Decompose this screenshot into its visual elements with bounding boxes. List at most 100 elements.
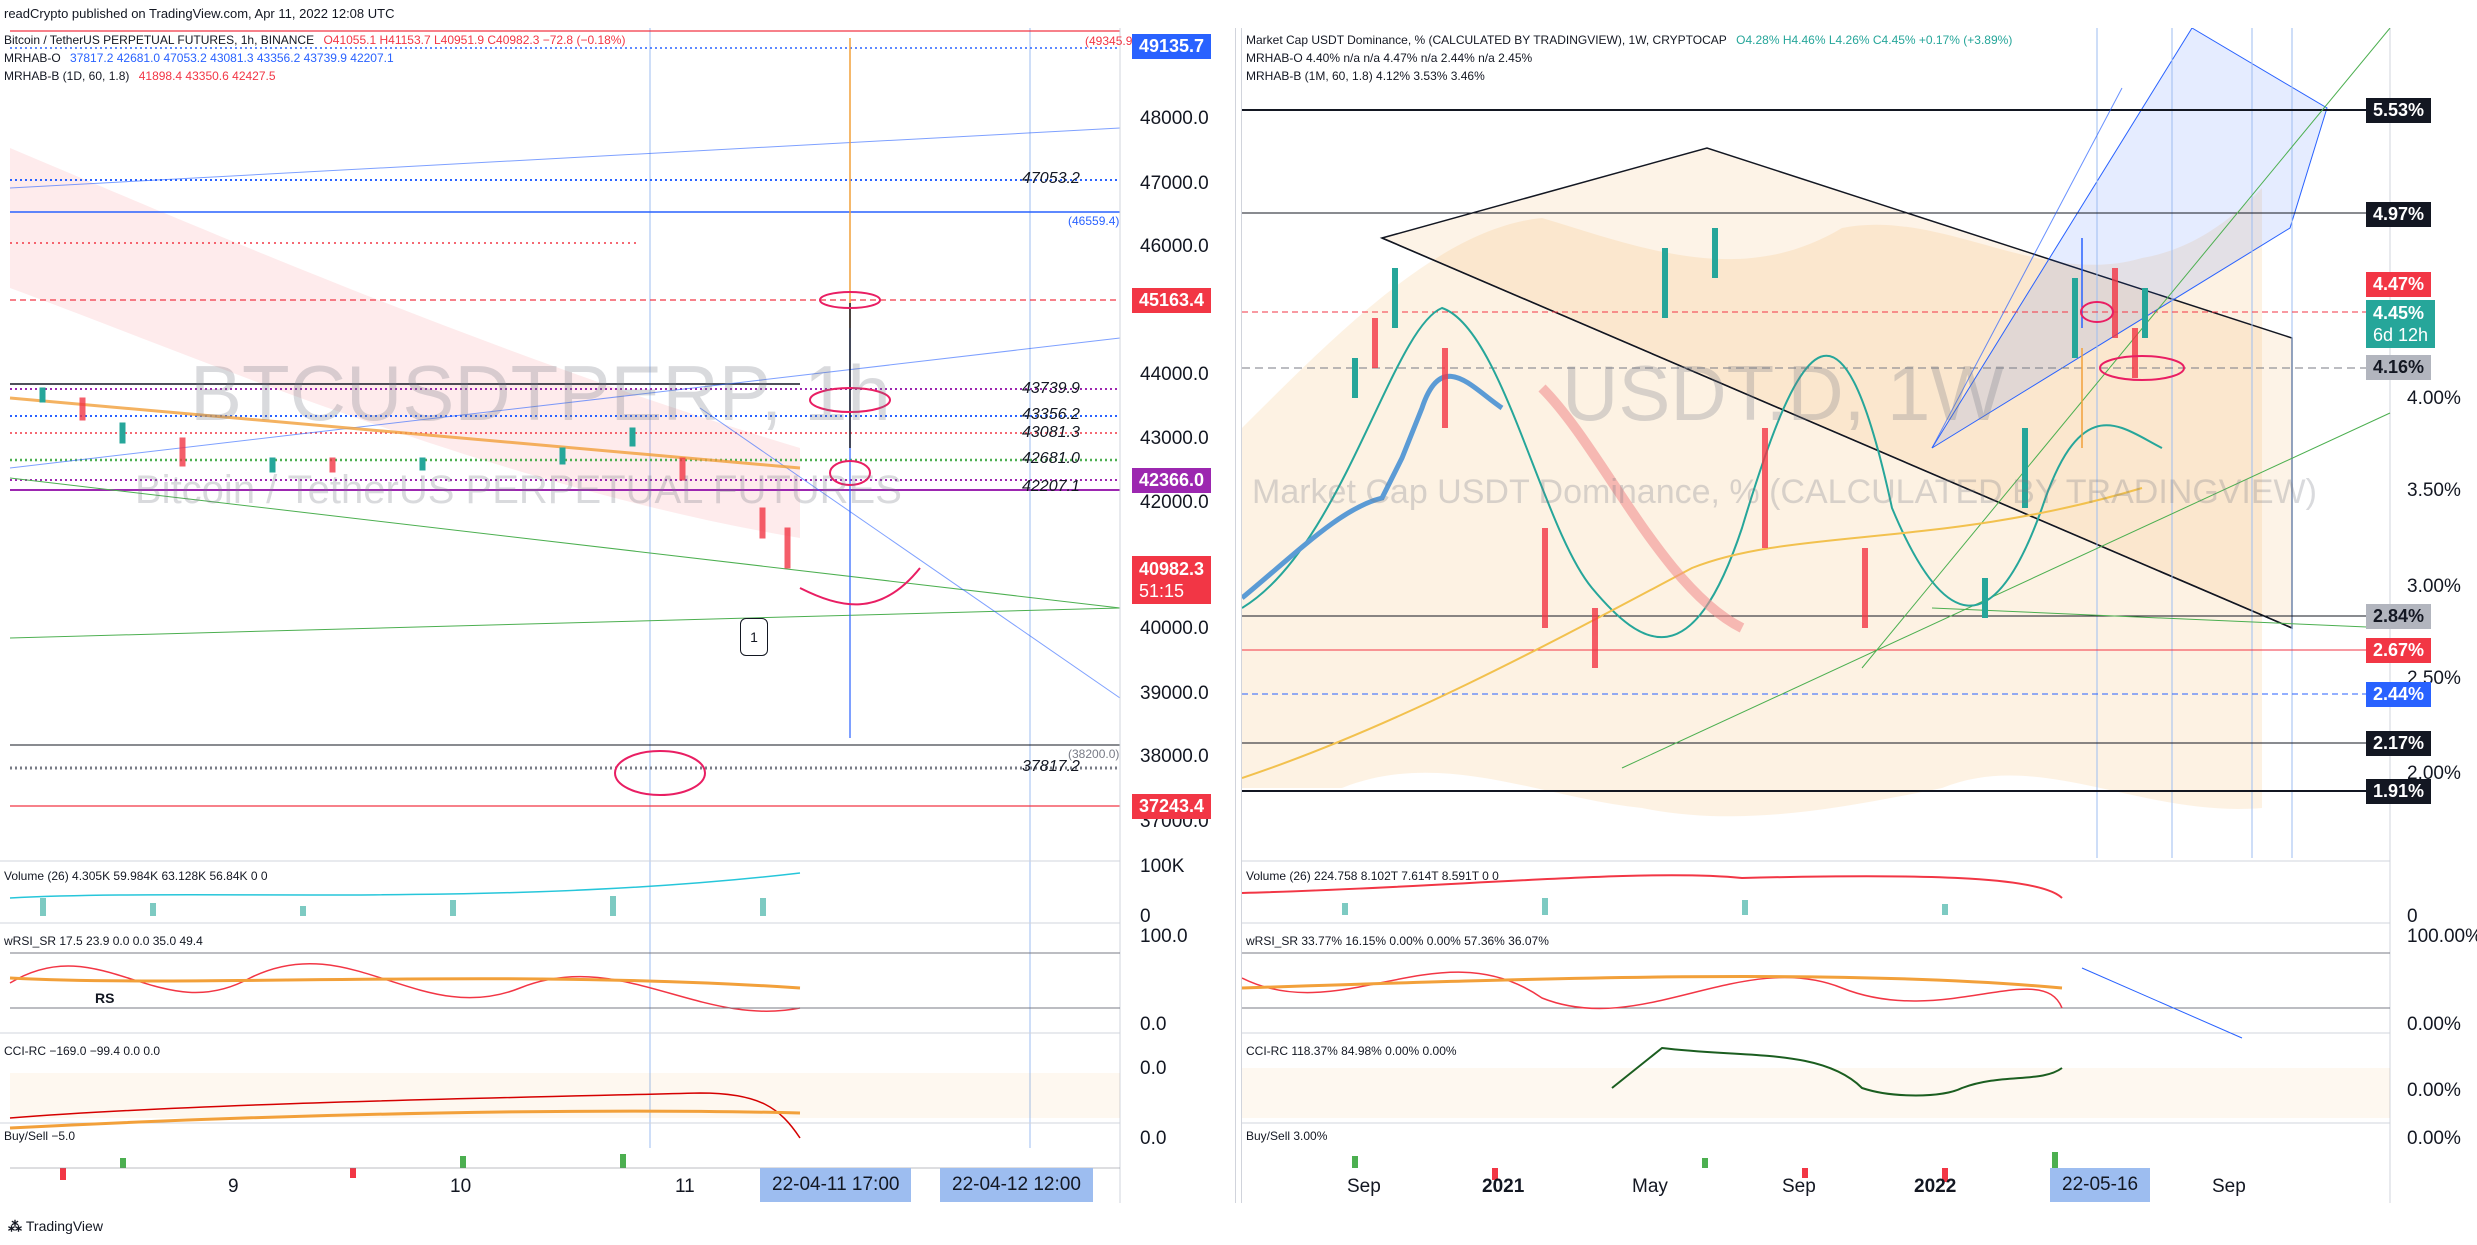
btc-legend: Bitcoin / TetherUS PERPETUAL FUTURES, 1h… (4, 32, 631, 48)
label-38200: (38200.0) (1068, 747, 1120, 761)
usdt-tag-553: 5.53% (2366, 98, 2432, 123)
label-43081: 43081.3 (1022, 424, 1080, 441)
mrhab-o-values: 37817.2 42681.0 47053.2 43081.3 43356.2 … (70, 51, 394, 65)
btc-tag-42366: 42366.0 (1132, 468, 1212, 493)
btc-legend-mrhab-b: MRHAB-B (1D, 60, 1.8) 41898.4 43350.6 42… (4, 68, 282, 84)
usdt-tag-447: 4.47% (2366, 272, 2432, 297)
usdt-legend: Market Cap USDT Dominance, % (CALCULATED… (1246, 32, 2018, 48)
usdt-last-price: 4.45% (2373, 303, 2425, 323)
btc-wrsi-legend: wRSI_SR 17.5 23.9 0.0 0.0 35.0 49.4 (4, 934, 203, 948)
usdt-tag-191: 1.91% (2366, 779, 2432, 804)
mrhab-b-values: 41898.4 43350.6 42427.5 (138, 69, 276, 83)
usdt-tag-284: 2.84% (2366, 604, 2432, 629)
usdt-tag-267: 2.67% (2366, 638, 2432, 663)
rs-label: RS (95, 990, 115, 1006)
usdt-time-may: May (1632, 1176, 1668, 1197)
btc-axis-46000: 46000.0 (1140, 236, 1209, 257)
usdt-tag-244: 2.44% (2366, 682, 2432, 707)
label-43739: 43739.9 (1022, 380, 1080, 397)
label-43356: 43356.2 (1022, 406, 1080, 423)
label-42681: 42681.0 (1022, 450, 1080, 467)
usdt-tag-497: 4.97% (2366, 202, 2432, 227)
btc-time-tag-1: 22-04-11 17:00 (760, 1168, 912, 1202)
usdt-wrsi-axis-bottom: 0.00% (2407, 1014, 2461, 1035)
btc-time-9: 9 (228, 1176, 239, 1197)
btc-time-10: 10 (450, 1176, 472, 1197)
btc-watermark-symbol: BTCUSDTPERP, 1h (190, 349, 891, 437)
usdt-axis-350: 3.50% (2407, 480, 2461, 501)
label-47053: 47053.2 (1022, 170, 1080, 187)
usdt-cci-legend: CCI-RC 118.37% 84.98% 0.00% 0.00% (1246, 1044, 1457, 1058)
usdt-cci-axis: 0.00% (2407, 1080, 2461, 1101)
usdt-time-2022: 2022 (1914, 1176, 1957, 1197)
tv-icon: ⁂ (8, 1218, 26, 1234)
btc-chart-panel[interactable]: BTCUSDTPERP, 1h Bitcoin / TetherUS PERPE… (0, 28, 1235, 1203)
usdt-buysell-legend: Buy/Sell 3.00% (1246, 1129, 1328, 1143)
usdt-axis-400: 4.00% (2407, 388, 2461, 409)
btc-legend-mrhab-o: MRHAB-O 37817.2 42681.0 47053.2 43081.3 … (4, 50, 400, 66)
btc-watermark-desc: Bitcoin / TetherUS PERPETUAL FUTURES (135, 468, 902, 512)
btc-axis-43000: 43000.0 (1140, 428, 1209, 449)
btc-time-11: 11 (675, 1176, 695, 1197)
btc-axis-48000: 48000.0 (1140, 108, 1209, 129)
btc-cci-legend: CCI-RC −169.0 −99.4 0.0 0.0 (4, 1044, 161, 1058)
btc-axis-40000: 40000.0 (1140, 618, 1209, 639)
btc-time-tag-2: 22-04-12 12:00 (940, 1168, 1093, 1202)
mrhab-b-name: MRHAB-B (1D, 60, 1.8) (4, 69, 130, 83)
btc-volume-axis-bottom: 0 (1140, 906, 1151, 927)
usdt-wrsi-legend: wRSI_SR 33.77% 16.15% 0.00% 0.00% 57.36%… (1246, 934, 1549, 948)
usdt-wrsi-axis-top: 100.00% (2407, 926, 2477, 947)
usdt-axis-200: 2.00% (2407, 763, 2461, 784)
btc-buysell-axis: 0.0 (1140, 1128, 1167, 1149)
btc-axis-47000: 47000.0 (1140, 173, 1209, 194)
usdt-legend-ohlc: O4.28% H4.46% L4.26% C4.45% +0.17% (+3.8… (1736, 33, 2013, 47)
btc-axis-38000: 38000.0 (1140, 746, 1209, 767)
usdt-dominance-panel[interactable]: USDT.D, 1W Market Cap USDT Dominance, % … (1242, 28, 2477, 1203)
usdt-tag-last: 4.45% 6d 12h (2366, 300, 2436, 348)
btc-legend-ohlc: O41055.1 H41153.7 L40951.9 C40982.3 −72.… (323, 33, 626, 47)
btc-cci-axis: 0.0 (1140, 1058, 1167, 1079)
btc-volume-axis-top: 100K (1140, 856, 1185, 877)
usdt-buysell-axis: 0.00% (2407, 1128, 2461, 1149)
btc-volume-legend: Volume (26) 4.305K 59.984K 63.128K 56.84… (4, 869, 268, 883)
btc-last-price: 40982.3 (1139, 559, 1205, 579)
usdt-tag-416: 4.16% (2366, 355, 2432, 380)
mrhab-o-name: MRHAB-O (4, 51, 61, 65)
btc-axis-44000: 44000.0 (1140, 364, 1209, 385)
btc-tag-37243: 37243.4 (1132, 794, 1212, 819)
label-37817: 37817.2 (1022, 758, 1080, 775)
btc-axis-42000: 42000.0 (1140, 492, 1209, 513)
usdt-legend-title: Market Cap USDT Dominance, % (CALCULATED… (1246, 33, 1727, 47)
btc-tag-45163: 45163.4 (1132, 288, 1212, 313)
btc-countdown: 51:15 (1139, 581, 1185, 601)
usdt-legend-mrhab-o: MRHAB-O 4.40% n/a n/a 4.47% n/a 2.44% n/… (1246, 51, 1533, 65)
usdt-chart-canvas[interactable] (1242, 28, 2477, 1203)
footer-text: TradingView (25, 1218, 103, 1234)
callout-1[interactable]: 1 (740, 618, 768, 656)
label-49345: (49345.9) (1085, 34, 1137, 48)
label-46559: (46559.4) (1068, 214, 1120, 228)
label-42207: 42207.1 (1022, 478, 1080, 495)
btc-buysell-legend: Buy/Sell −5.0 (4, 1129, 76, 1143)
usdt-time-2021: 2021 (1482, 1176, 1525, 1197)
btc-wrsi-axis-top: 100.0 (1140, 926, 1188, 947)
usdt-watermark-desc: Market Cap USDT Dominance, % (CALCULATED… (1252, 473, 2317, 511)
tradingview-logo[interactable]: ⁂ TradingView (8, 1218, 103, 1235)
usdt-time-sep-3: Sep (2212, 1176, 2246, 1197)
btc-tag-last: 40982.3 51:15 (1132, 556, 1212, 604)
usdt-time-sep-1: Sep (1347, 1176, 1381, 1197)
panel-divider[interactable] (1235, 28, 1242, 1203)
usdt-volume-axis: 0 (2407, 906, 2418, 927)
usdt-tag-217: 2.17% (2366, 731, 2432, 756)
btc-legend-title: Bitcoin / TetherUS PERPETUAL FUTURES, 1h… (4, 33, 315, 47)
usdt-axis-300: 3.00% (2407, 576, 2461, 597)
usdt-volume-legend: Volume (26) 224.758 8.102T 7.614T 8.591T… (1246, 869, 1499, 883)
usdt-watermark-symbol: USDT.D, 1W (1562, 349, 2005, 437)
btc-tag-49135: 49135.7 (1132, 34, 1212, 59)
usdt-time-sep-2: Sep (1782, 1176, 1816, 1197)
usdt-time-tag: 22-05-16 (2050, 1168, 2151, 1202)
btc-wrsi-axis-bottom: 0.0 (1140, 1014, 1167, 1035)
btc-chart-canvas[interactable] (0, 28, 1235, 1203)
usdt-legend-mrhab-b: MRHAB-B (1M, 60, 1.8) 4.12% 3.53% 3.46% (1246, 69, 1485, 83)
usdt-countdown: 6d 12h (2373, 325, 2429, 345)
